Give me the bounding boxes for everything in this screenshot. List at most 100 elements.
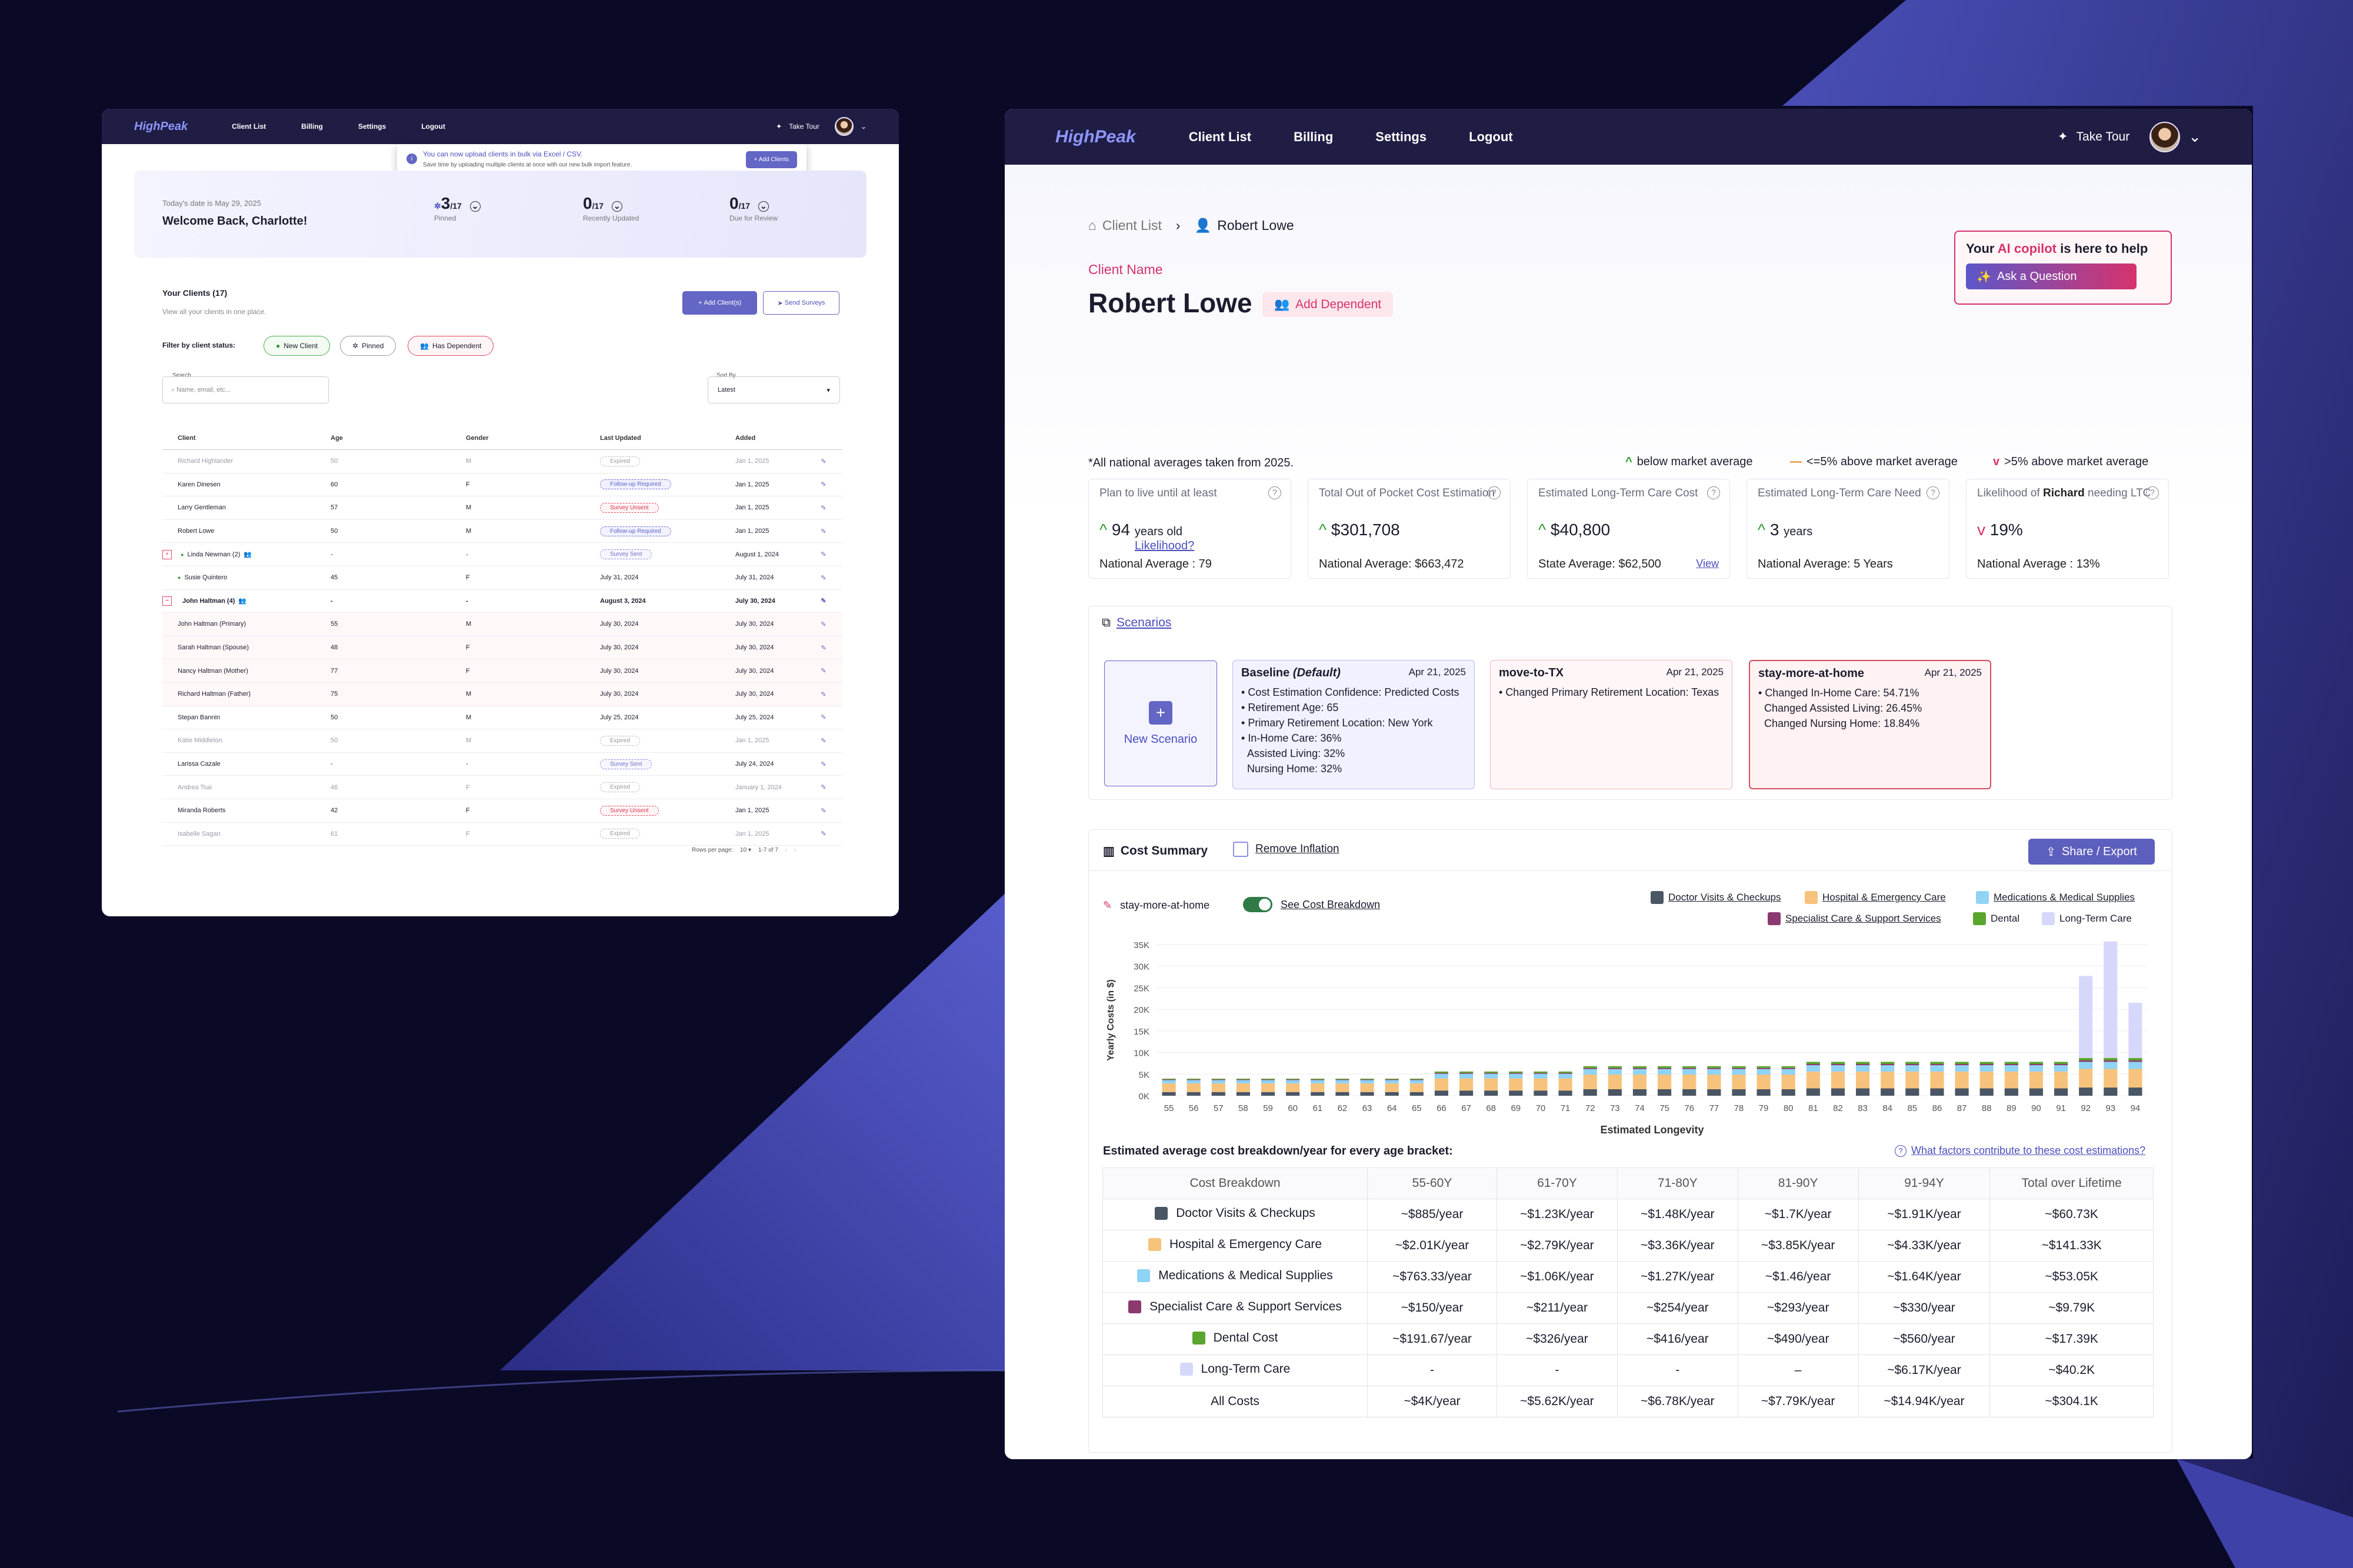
next-page-icon[interactable]: › [794,847,796,853]
cost-breakdown-toggle[interactable]: See Cost Breakdown [1243,897,1380,912]
pin-icon[interactable]: ✎ [821,504,826,512]
help-icon[interactable]: ? [1488,486,1501,499]
col-last-updated[interactable]: Last Updated [600,434,641,442]
help-icon[interactable]: ? [1707,486,1720,499]
share-export-button[interactable]: ⇪ Share / Export [2028,839,2155,865]
table-row[interactable]: Larry Gentleman 57 M Survey Unsent Jan 1, 20… [162,496,842,520]
col-client[interactable]: Client [178,434,196,442]
filter-new-client[interactable]: ● New Client [264,336,331,356]
help-icon[interactable]: ? [2146,486,2159,499]
bar-segment [1855,1064,1870,1066]
col-gender[interactable]: Gender [466,434,489,442]
likelihood-link[interactable]: Likelihood? [1135,539,1195,552]
scenario-card-move-to-tx[interactable]: move-to-TX Apr 21, 2025 • Changed Primary… [1490,660,1732,789]
filter-pinned[interactable]: ✲ Pinned [340,336,396,356]
remove-inflation-checkbox[interactable]: Remove Inflation [1233,842,1339,857]
avatar[interactable] [2149,121,2181,152]
table-row[interactable]: Andrea Tsai 46 F Expired January 1, 2024 ✎ [162,776,842,799]
pin-icon[interactable]: ✎ [821,644,826,652]
pin-icon[interactable]: ✎ [821,481,826,489]
chevron-down-icon[interactable]: ⌄ [860,122,866,131]
scenario-selector[interactable]: ✎ stay-more-at-home [1103,899,1209,912]
send-surveys-button[interactable]: ➤ Send Surveys [763,291,839,315]
chevron-down-icon[interactable]: ⌄ [2188,128,2201,145]
add-clients-button[interactable]: + Add Clients [745,151,797,168]
view-link[interactable]: View [1696,558,1719,569]
client-age: 60 [331,481,338,488]
table-row[interactable]: Karen Dinesen 60 F Follow-up Required Jan 1,… [162,473,842,497]
pin-icon[interactable]: ✎ [821,620,826,628]
add-dependent-button[interactable]: 👥 Add Dependent [1262,292,1394,317]
nav-logout[interactable]: Logout [421,122,445,131]
nav-settings[interactable]: Settings [1375,129,1427,144]
pin-icon[interactable]: ✎ [821,830,826,838]
filter-has-dependent[interactable]: 👥 Has Dependent [408,336,494,356]
copilot-suffix: is here to help [2060,241,2148,256]
chevron-circle-icon[interactable]: ⌄ [469,201,481,212]
pin-icon[interactable]: ✎ [821,528,826,535]
prev-page-icon[interactable]: ‹ [785,847,788,853]
rows-per-page-select[interactable]: 10 ▾ [740,847,751,853]
ask-question-button[interactable]: ✨ Ask a Question [1966,263,2137,289]
scenario-card-stay-more-at-home[interactable]: stay-more-at-home Apr 21, 2025 • Changed … [1749,660,1991,789]
scenarios-title[interactable]: ⧉ Scenarios [1102,616,1171,630]
page-range: 1-7 of 7 [758,847,778,853]
table-row[interactable]: Robert Lowe 50 M Follow-up Required Jan 1, 2… [162,520,842,543]
table-row[interactable]: John Haltman (Primary) 55 M July 30, 2024 Ju… [162,613,842,636]
bar-segment [1608,1069,1622,1075]
pin-icon[interactable]: ✎ [821,458,826,465]
pin-icon[interactable]: ✎ [821,737,826,745]
table-row[interactable]: Stepan Bannin 50 M July 25, 2024 July 25, 20… [162,706,842,730]
table-row[interactable]: Katie Middleton 50 M Expired Jan 1, 2025 ✎ [162,729,842,753]
nav-settings[interactable]: Settings [358,122,386,131]
new-scenario-button[interactable]: + New Scenario [1104,660,1217,786]
search-input[interactable]: ⌕ Name, email, etc... [162,376,329,403]
bar-segment [1781,1067,1795,1069]
nav-billing[interactable]: Billing [1294,129,1334,144]
add-client-button[interactable]: + Add Client(s) [682,291,757,315]
nav-logout[interactable]: Logout [1469,129,1513,144]
collapse-icon[interactable]: − [162,596,172,606]
take-tour-link[interactable]: Take Tour [2076,129,2130,144]
expand-icon[interactable]: + [162,549,172,559]
table-row[interactable]: Richard Highlander 50 M Expired Jan 1, 2025 ✎ [162,450,842,473]
nav-client-list[interactable]: Client List [232,122,266,131]
col-age[interactable]: Age [331,434,343,442]
client-name: Katie Middleton [178,737,222,745]
take-tour-link[interactable]: Take Tour [789,122,819,131]
pin-icon[interactable]: ✎ [821,551,826,559]
pin-icon[interactable]: ✎ [821,668,826,675]
factors-link[interactable]: ? What factors contribute to these cost e… [1895,1145,2145,1157]
pin-icon[interactable]: ✎ [821,690,826,698]
pin-icon[interactable]: ✎ [821,598,826,605]
pin-icon[interactable]: ✎ [821,760,826,768]
pin-icon[interactable]: ✎ [821,714,826,722]
pin-icon[interactable]: ✎ [821,807,826,815]
chevron-circle-icon[interactable]: ⌄ [611,201,622,212]
metric-ltc-need: Estimated Long-Term Care Need ? ^ 3 year… [1747,479,1949,579]
nav-client-list[interactable]: Client List [1188,129,1252,144]
col-added[interactable]: Added [735,434,756,442]
table-row[interactable]: ● Susie Quintero 45 F July 31, 2024 July 31, … [162,566,842,590]
table-row[interactable]: Miranda Roberts 42 F Survey Unsent Jan 1, 20… [162,799,842,823]
pin-icon[interactable]: ✎ [821,574,826,582]
chevron-circle-icon[interactable]: ⌄ [758,201,769,212]
nav-billing[interactable]: Billing [301,122,323,131]
breadcrumb-root[interactable]: Client List [1102,218,1162,233]
pin-icon[interactable]: ✎ [821,784,826,792]
table-row[interactable]: Sarah Haltman (Spouse) 48 F July 30, 2024 Ju… [162,636,842,660]
table-row[interactable]: Larissa Cazale - - Survey Sent July 24, 2024… [162,753,842,776]
table-row[interactable]: Richard Haltman (Father) 75 M July 30, 2024… [162,682,842,706]
checkbox-box[interactable] [1233,842,1248,857]
scenario-card-baseline[interactable]: Baseline (Default) Apr 21, 2025 • Cost Es… [1232,660,1475,789]
table-row[interactable]: Nancy Haltman (Mother) 77 F July 30, 2024 Ju… [162,659,842,683]
toggle-switch[interactable] [1243,897,1272,912]
table-row[interactable]: Isabelle Sagan 61 F Expired Jan 1, 2025 ✎ [162,823,842,846]
table-row[interactable]: + ● Linda Newman (2) 👥 - - Survey Sent August … [162,543,842,566]
help-icon[interactable]: ? [1268,486,1281,499]
sort-select[interactable]: Latest ▾ [708,376,840,403]
help-icon[interactable]: ? [1927,486,1939,499]
table-row[interactable]: − John Haltman (4) 👥 - - August 3, 2024 July … [162,590,842,613]
legend-doctor: Doctor Visits & Checkups [1651,891,1781,904]
avatar[interactable] [834,117,854,136]
